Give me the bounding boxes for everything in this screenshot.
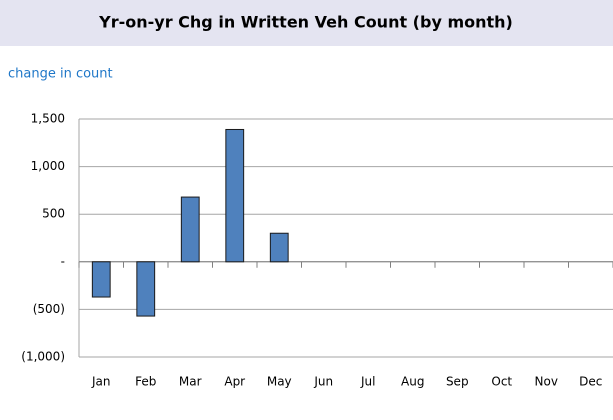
bar bbox=[136, 261, 156, 317]
x-tick-label: Jan bbox=[91, 375, 111, 389]
title-band bbox=[0, 0, 613, 46]
x-tick-label: Feb bbox=[135, 375, 156, 389]
bar bbox=[91, 261, 111, 298]
y-tick-label: (1,000) bbox=[21, 350, 65, 364]
x-tick-label: Jun bbox=[313, 375, 333, 389]
x-tick-label: Jul bbox=[360, 375, 375, 389]
y-axis-label: change in count bbox=[8, 67, 113, 82]
x-tick-label: May bbox=[267, 375, 292, 389]
x-tick-label: Mar bbox=[179, 375, 202, 389]
bar bbox=[269, 232, 289, 263]
y-tick-label: 1,500 bbox=[31, 112, 65, 126]
chart-title: Yr-on-yr Chg in Written Veh Count (by mo… bbox=[98, 13, 513, 32]
y-tick-label: 1,000 bbox=[31, 159, 65, 173]
x-tick-label: Sep bbox=[446, 375, 469, 389]
x-tick-label: Oct bbox=[491, 375, 512, 389]
bar bbox=[180, 196, 200, 263]
y-tick-label: 500 bbox=[42, 207, 65, 221]
x-tick-label: Dec bbox=[579, 375, 602, 389]
y-tick-label: (500) bbox=[33, 302, 65, 316]
x-tick-label: Apr bbox=[224, 375, 245, 389]
y-tick-label: - bbox=[61, 254, 65, 268]
x-tick-label: Nov bbox=[535, 375, 558, 389]
x-tick-label: Aug bbox=[401, 375, 424, 389]
bar bbox=[225, 128, 245, 263]
